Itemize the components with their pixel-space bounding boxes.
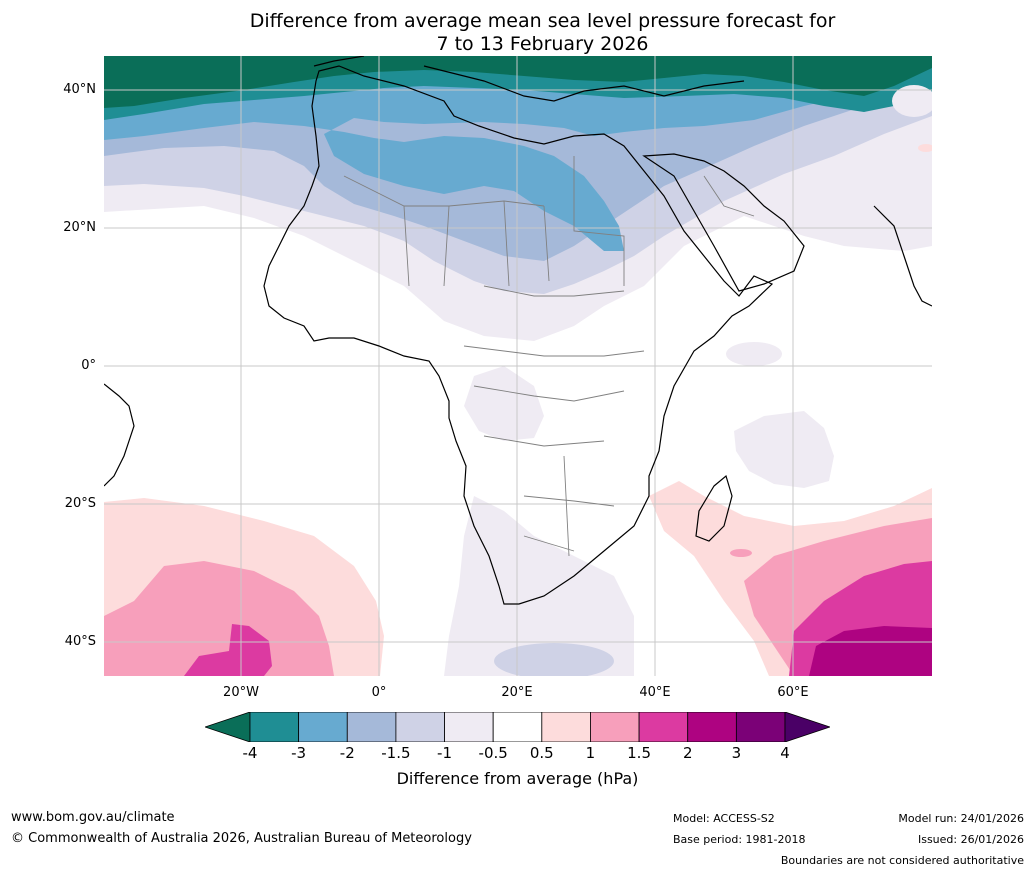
footer-website[interactable]: www.bom.gov.au/climate (11, 810, 175, 825)
map-title: Difference from average mean sea level p… (0, 10, 1035, 56)
lat-label-20n: 20°N (63, 220, 96, 235)
footer-model-run: Model run: 24/01/2026 (898, 812, 1024, 825)
colorbar-cell (590, 712, 640, 742)
anomaly-patch-iran-positive-core (918, 144, 932, 152)
coastline-europe (313, 56, 745, 102)
colorbar-tick: 3 (731, 744, 742, 762)
colorbar-tick: -3 (291, 744, 307, 762)
colorbar-extend-high (784, 712, 830, 742)
coastline-arabia (642, 153, 805, 292)
country-borders (343, 156, 755, 557)
footer-issued: Issued: 26/01/2026 (917, 833, 1024, 846)
colorbar-tick: -1.5 (381, 744, 411, 762)
title-line-2: 7 to 13 February 2026 (436, 33, 649, 55)
anomaly-south-atlantic-1-5 (184, 624, 272, 676)
title-line-1: Difference from average mean sea level p… (249, 10, 836, 32)
colorbar-tick: -2 (339, 744, 355, 762)
footer-copyright: © Commonwealth of Australia 2026, Austra… (11, 831, 472, 846)
anomaly-patch-madagascar-east (730, 549, 752, 557)
coastline-africa (263, 65, 774, 605)
pressure-anomaly-map (104, 56, 932, 676)
anomaly-patch-central-africa (464, 366, 544, 441)
map-canvas (104, 56, 932, 676)
anomaly-south-indian-2 (809, 626, 932, 676)
colorbar-cell (492, 712, 543, 742)
colorbar (205, 712, 830, 742)
colorbar-cell (735, 712, 786, 742)
footer-base-period: Base period: 1981-2018 (673, 833, 806, 846)
lon-label-0: 0° (371, 685, 387, 700)
colorbar-tick: -1 (437, 744, 453, 762)
lon-label-60e: 60°E (777, 685, 809, 700)
colorbar-tick: 1 (585, 744, 596, 762)
lon-label-40e: 40°E (639, 685, 671, 700)
coastline-south-america (104, 383, 135, 487)
anomaly-patch-south-africa (444, 496, 634, 676)
colorbar-tick: 4 (780, 744, 790, 762)
anomaly-south-atlantic-1 (104, 561, 334, 676)
colorbar-tick: 1.5 (627, 744, 651, 762)
colorbar-cell (638, 712, 689, 742)
footer-model: Model: ACCESS-S2 (673, 812, 775, 825)
colorbar-tick: 0.5 (529, 744, 554, 762)
colorbar-cell (395, 712, 445, 742)
colorbar-cell (249, 712, 300, 742)
coastlines (104, 56, 932, 605)
lon-label-20w: 20°W (223, 685, 259, 700)
lat-label-40s: 40°S (64, 634, 96, 649)
colorbar-cell (298, 712, 348, 742)
colorbar-extend-low (205, 712, 251, 742)
colorbar-title: Difference from average (hPa) (396, 769, 639, 788)
anomaly-patch-south-atlantic-neg (494, 643, 614, 676)
footer-disclaimer: Boundaries are not considered authoritat… (780, 854, 1024, 867)
coastline-india (873, 205, 932, 307)
colorbar-tick: -0.5 (478, 744, 508, 762)
colorbar-tick: 2 (682, 744, 693, 762)
colorbar-cell (541, 712, 591, 742)
colorbar-cell (444, 712, 494, 742)
coastline-madagascar (695, 474, 733, 542)
anomaly-band-minus-4 (104, 56, 932, 108)
colorbar-cell (346, 712, 397, 742)
colorbar-tick: -4 (242, 744, 258, 762)
anomaly-patch-indian-ocean (734, 411, 834, 488)
lat-label-20s: 20°S (64, 496, 96, 511)
lon-label-20e: 20°E (501, 685, 533, 700)
anomaly-patch-arabian-sea (726, 342, 782, 366)
lat-label-40n: 40°N (63, 82, 96, 97)
graticule (104, 56, 932, 676)
anomaly-band-minus-2 (104, 56, 932, 251)
anomaly-patch-iran-positive (892, 85, 932, 117)
lat-label-0: 0° (81, 358, 96, 373)
colorbar-cell (687, 712, 737, 742)
colorbar-cells (205, 712, 830, 742)
